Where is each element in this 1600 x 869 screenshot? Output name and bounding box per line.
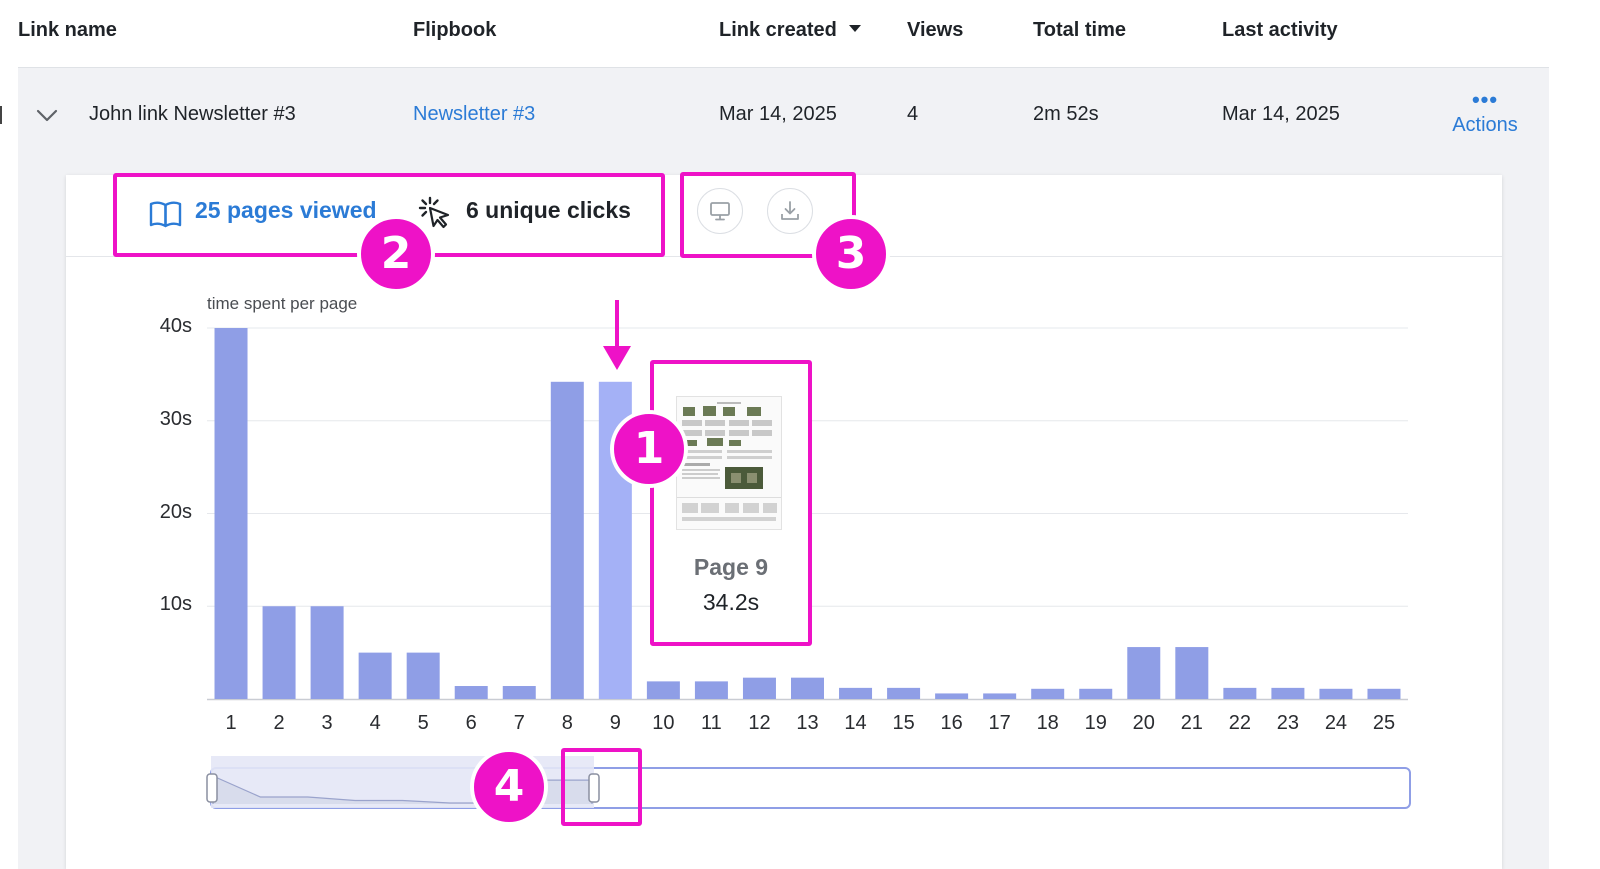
bar-page-20[interactable] — [1127, 647, 1161, 699]
bar-page-8[interactable] — [550, 381, 584, 699]
x-tick-label: 15 — [892, 712, 915, 734]
x-tick-label: 11 — [701, 712, 722, 734]
download-button[interactable] — [767, 188, 813, 234]
cell-last-activity: Mar 14, 2025 — [1222, 103, 1340, 125]
annotation-marker-3: 3 — [812, 215, 890, 293]
actions-button[interactable]: ••• Actions — [1448, 87, 1522, 137]
bar-page-24[interactable] — [1319, 688, 1353, 699]
chevron-down-icon[interactable] — [36, 106, 58, 124]
cell-views: 4 — [907, 103, 919, 125]
x-tick-label: 12 — [748, 712, 771, 734]
actions-label: Actions — [1452, 114, 1518, 136]
x-tick-label: 5 — [417, 712, 429, 734]
bar-page-4[interactable] — [358, 652, 392, 699]
x-tick-label: 3 — [321, 712, 333, 734]
x-tick-label: 23 — [1276, 712, 1300, 734]
annotation-box-1 — [650, 360, 812, 646]
pages-viewed-tab[interactable]: 25 pages viewed — [195, 197, 377, 223]
x-tick-label: 13 — [796, 712, 819, 734]
x-tick-label: 9 — [609, 712, 621, 734]
y-tick-label: 20s — [159, 500, 192, 523]
y-axis-title: time spent per page — [207, 294, 358, 313]
download-icon — [781, 201, 799, 220]
bar-page-16[interactable] — [935, 693, 969, 699]
more-horizontal-icon: ••• — [1471, 87, 1499, 112]
column-header-link-name[interactable]: Link name — [18, 19, 117, 41]
bar-page-18[interactable] — [1031, 688, 1065, 699]
header-divider — [18, 67, 1549, 68]
bar-page-17[interactable] — [983, 693, 1017, 699]
bar-page-10[interactable] — [646, 681, 680, 699]
column-header-last-activity[interactable]: Last activity — [1222, 19, 1338, 41]
tooltip-page-label: Page 9 — [693, 554, 769, 580]
tooltip-value: 34.2s — [702, 589, 760, 615]
bar-page-13[interactable] — [791, 677, 824, 699]
range-navigator[interactable] — [206, 756, 1411, 809]
bar-page-21[interactable] — [1175, 647, 1209, 699]
bar-page-15[interactable] — [887, 687, 921, 699]
navigator-handle-right[interactable] — [588, 773, 600, 803]
x-tick-label: 21 — [1180, 712, 1203, 734]
table-header: Link name Flipbook Link created Views To… — [0, 0, 1600, 68]
x-tick-label: 19 — [1084, 712, 1107, 734]
bar-page-22[interactable] — [1223, 687, 1257, 699]
sort-desc-icon — [848, 25, 861, 33]
x-tick-label: 6 — [465, 712, 477, 734]
x-tick-label: 16 — [940, 712, 963, 734]
bar-page-11[interactable] — [694, 681, 728, 699]
bar-page-25[interactable] — [1367, 688, 1401, 699]
row-edge-marker — [0, 106, 2, 124]
monitor-icon — [710, 202, 730, 221]
column-header-total-time[interactable]: Total time — [1033, 19, 1126, 41]
navigator-handle-left[interactable] — [206, 773, 218, 803]
x-tick-label: 7 — [513, 712, 525, 734]
column-header-flipbook[interactable]: Flipbook — [413, 19, 497, 41]
unique-clicks-tab[interactable]: 6 unique clicks — [466, 197, 631, 223]
page-thumbnail — [676, 396, 782, 530]
y-tick-label: 10s — [159, 593, 192, 616]
cell-total-time: 2m 52s — [1033, 103, 1099, 125]
bar-page-2[interactable] — [262, 606, 296, 699]
book-open-icon — [149, 201, 182, 228]
annotation-marker-2: 2 — [357, 215, 435, 293]
navigator-sparkline — [212, 775, 593, 804]
x-tick-label: 24 — [1324, 712, 1348, 734]
bar-page-1[interactable] — [214, 328, 248, 699]
x-tick-label: 20 — [1132, 712, 1155, 734]
bar-page-7[interactable] — [502, 686, 536, 699]
annotation-marker-4: 4 — [470, 748, 548, 826]
flipbook-link[interactable]: Newsletter #3 — [413, 103, 536, 125]
annotation-arrow — [603, 300, 631, 370]
x-tick-label: 8 — [561, 712, 573, 734]
cell-link-name: John link Newsletter #3 — [89, 103, 296, 125]
x-tick-label: 10 — [652, 712, 675, 734]
x-tick-label: 14 — [844, 712, 867, 734]
bar-page-23[interactable] — [1271, 687, 1305, 699]
x-tick-label: 25 — [1372, 712, 1396, 734]
column-header-link-created[interactable]: Link created — [719, 19, 861, 42]
bar-page-3[interactable] — [310, 606, 344, 699]
x-tick-label: 22 — [1228, 712, 1251, 734]
annotation-marker-1: 1 — [610, 410, 688, 488]
x-tick-label: 18 — [1036, 712, 1059, 734]
present-button[interactable] — [697, 188, 743, 234]
cell-link-created: Mar 14, 2025 — [719, 103, 837, 125]
x-tick-label: 1 — [225, 712, 237, 734]
cursor-click-icon — [418, 196, 450, 229]
y-tick-label: 40s — [159, 315, 192, 337]
annotation-box-4 — [561, 748, 642, 826]
column-header-views[interactable]: Views — [907, 19, 964, 41]
x-tick-label: 4 — [369, 712, 381, 734]
bar-page-6[interactable] — [454, 686, 488, 699]
bar-page-5[interactable] — [406, 652, 440, 699]
x-tick-label: 2 — [273, 712, 285, 734]
bar-page-14[interactable] — [839, 687, 873, 699]
x-tick-label: 17 — [988, 712, 1011, 734]
bar-page-12[interactable] — [742, 677, 776, 699]
bar-page-19[interactable] — [1079, 688, 1113, 699]
column-header-link-created-label: Link created — [719, 19, 837, 41]
y-tick-label: 30s — [159, 407, 192, 430]
